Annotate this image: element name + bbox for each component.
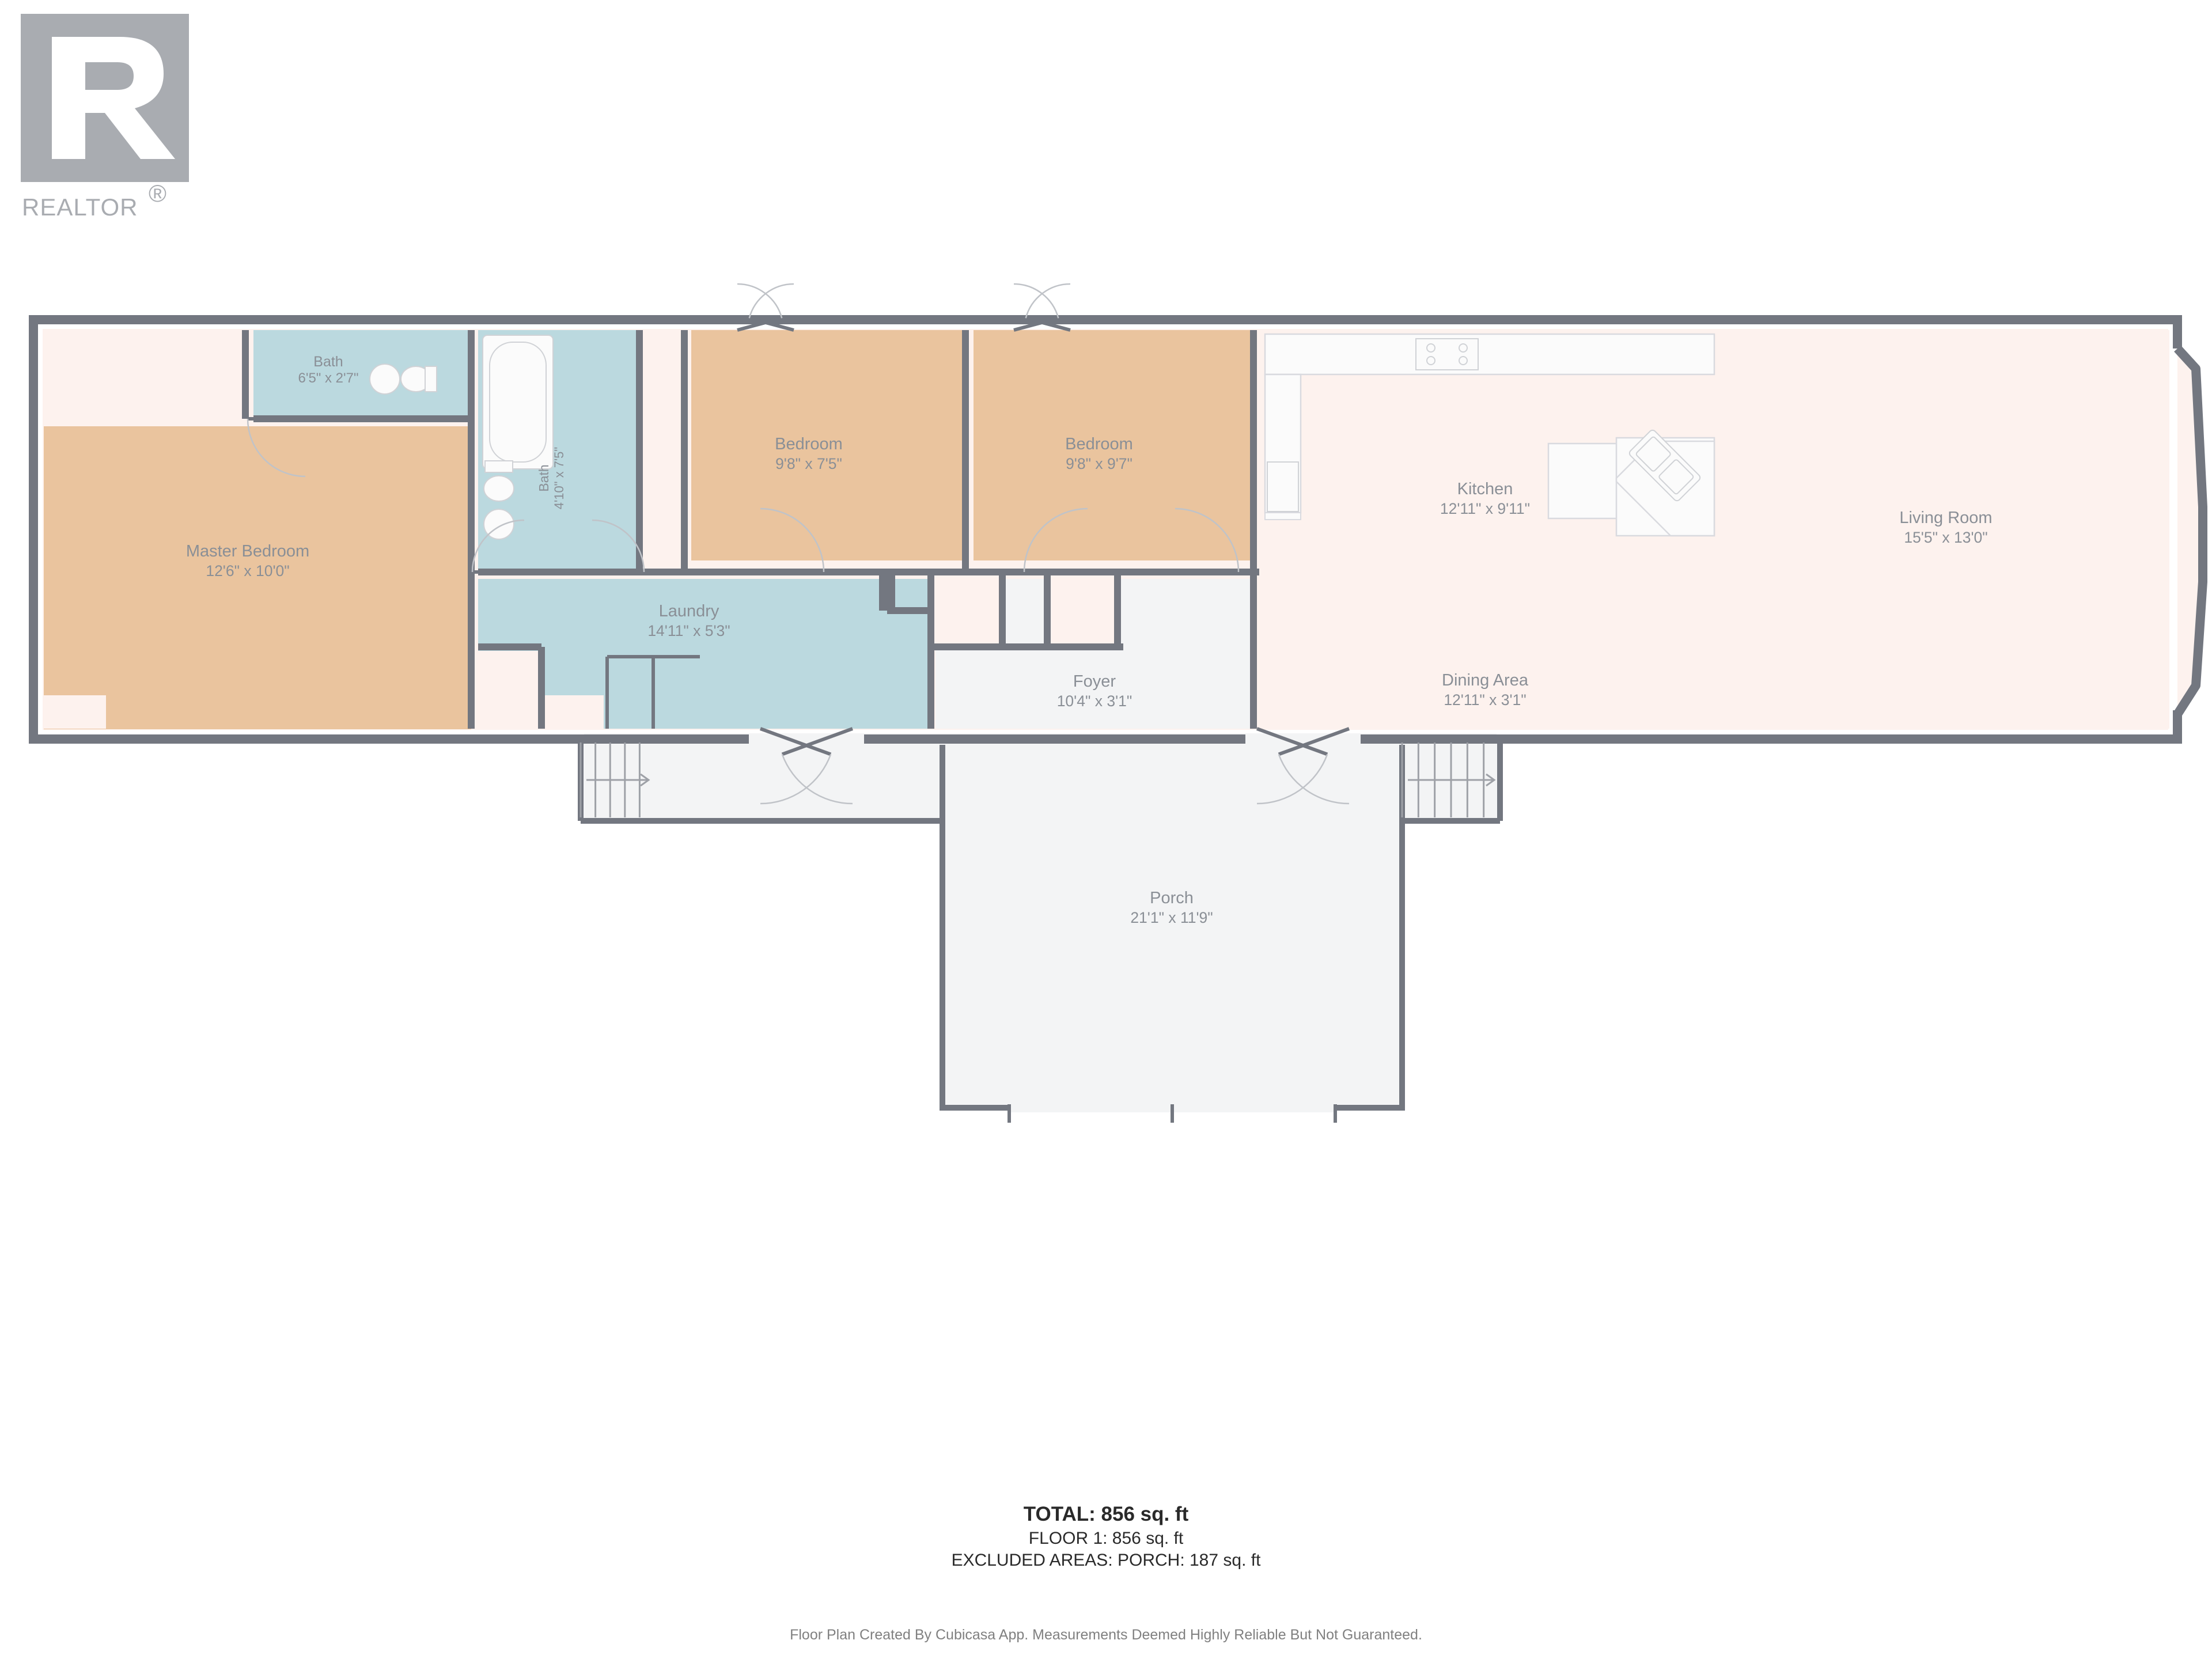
totals-line3: EXCLUDED AREAS: PORCH: 187 sq. ft (952, 1551, 1262, 1570)
fridge-icon (1267, 462, 1298, 512)
totals-line2: FLOOR 1: 856 sq. ft (1029, 1529, 1184, 1548)
svg-text:Laundry: Laundry (659, 602, 719, 620)
brand-reg: ® (149, 180, 167, 207)
svg-text:Living Room: Living Room (1899, 509, 1992, 527)
svg-text:Kitchen: Kitchen (1457, 480, 1513, 498)
credit-line: Floor Plan Created By Cubicasa App. Meas… (790, 1627, 1422, 1643)
room-closet1 (44, 330, 245, 419)
room-ent1 (44, 695, 106, 729)
svg-text:9'8" x 9'7": 9'8" x 9'7" (1066, 455, 1132, 472)
door-arc-12 (1014, 284, 1058, 318)
room-closet3 (935, 579, 1001, 647)
bath2-toilet-icon (484, 476, 514, 501)
door-arc-13 (1026, 284, 1070, 318)
totals-line1: TOTAL: 856 sq. ft (1024, 1503, 1189, 1525)
svg-text:21'1" x 11'9": 21'1" x 11'9" (1130, 909, 1213, 926)
bath2-tub-outer (483, 335, 553, 469)
svg-text:12'6" x 10'0": 12'6" x 10'0" (206, 562, 289, 579)
fridge-stub (1265, 513, 1301, 520)
svg-text:15'5" x 13'0": 15'5" x 13'0" (1904, 529, 1987, 546)
room-closet5 (1051, 579, 1116, 647)
svg-text:12'11" x 9'11": 12'11" x 9'11" (1440, 500, 1530, 517)
door-arc-11 (749, 284, 794, 318)
svg-text:9'8" x 7'5": 9'8" x 7'5" (775, 455, 842, 472)
svg-text:14'11" x 5'3": 14'11" x 5'3" (647, 622, 730, 639)
svg-text:Porch: Porch (1150, 889, 1194, 907)
svg-text:Bedroom: Bedroom (775, 435, 843, 453)
bath1-sink-icon (370, 364, 400, 394)
svg-text:4'10" x 7'5": 4'10" x 7'5" (552, 447, 566, 509)
room-bath1 (253, 330, 471, 419)
svg-text:Bath: Bath (313, 354, 343, 370)
svg-text:12'11" x 3'1": 12'11" x 3'1" (1444, 691, 1526, 709)
svg-text:10'4" x 3'1": 10'4" x 3'1" (1057, 692, 1132, 710)
svg-text:Foyer: Foyer (1073, 672, 1116, 691)
room-ent2 (541, 695, 604, 729)
svg-text:Bedroom: Bedroom (1065, 435, 1133, 453)
bath1-toilet-tank (425, 366, 437, 392)
room-closet2 (646, 330, 684, 560)
room-closet4 (478, 651, 541, 729)
kitchen-counter-2 (1548, 444, 1618, 518)
svg-text:Bath: Bath (536, 464, 551, 491)
svg-text:Master Bedroom: Master Bedroom (186, 542, 309, 560)
kitchen-counter-0 (1265, 334, 1714, 374)
bath2-toilet-tank (485, 461, 513, 472)
door-arc-10 (737, 284, 782, 318)
svg-text:Dining Area: Dining Area (1442, 671, 1529, 690)
stove-icon (1416, 339, 1478, 370)
brand-text: REALTOR (22, 194, 138, 221)
bay-window (2177, 349, 2203, 714)
svg-text:6'5" x 2'7": 6'5" x 2'7" (298, 370, 359, 386)
